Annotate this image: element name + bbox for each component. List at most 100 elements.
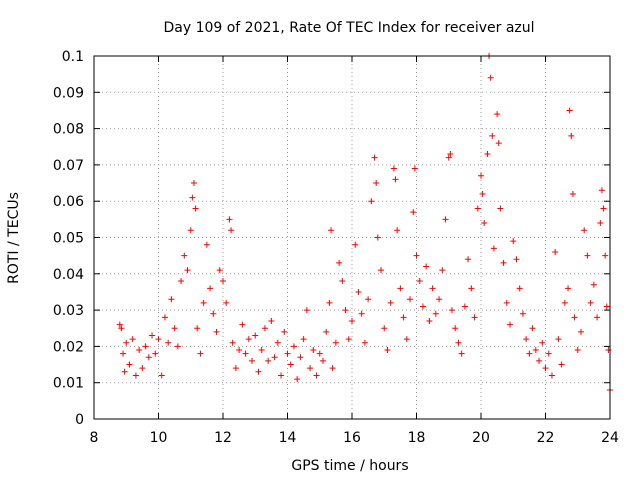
data-point	[232, 365, 239, 372]
data-point	[529, 325, 536, 332]
chart-title: Day 109 of 2021, Rate Of TEC Index for r…	[163, 20, 534, 36]
data-point	[239, 321, 246, 328]
data-point	[255, 368, 262, 375]
data-point	[271, 354, 278, 361]
y-tick-label: 0	[75, 412, 84, 428]
data-point	[571, 314, 578, 321]
data-point	[236, 347, 243, 354]
data-point	[361, 339, 368, 346]
data-point	[355, 288, 362, 295]
data-point	[203, 241, 210, 248]
data-point	[413, 252, 420, 259]
data-point	[307, 365, 314, 372]
x-tick-label: 12	[214, 430, 232, 446]
data-point	[503, 299, 510, 306]
data-point	[297, 354, 304, 361]
x-tick-label: 18	[408, 430, 426, 446]
x-tick-label: 14	[279, 430, 297, 446]
data-point	[287, 361, 294, 368]
data-point	[326, 299, 333, 306]
data-point	[416, 278, 423, 285]
data-point	[268, 317, 275, 324]
data-point	[328, 227, 335, 234]
data-point	[210, 310, 217, 317]
data-point	[500, 259, 507, 266]
data-point	[278, 372, 285, 379]
x-tick-labels: 8 10 12 14 16 18 20 22 24	[90, 430, 619, 446]
data-point	[365, 296, 372, 303]
data-point	[410, 209, 417, 216]
data-point	[319, 357, 326, 364]
data-point	[523, 336, 530, 343]
data-point	[336, 259, 343, 266]
data-point	[548, 372, 555, 379]
data-point	[429, 285, 436, 292]
data-point	[603, 303, 610, 310]
data-point	[558, 361, 565, 368]
data-point	[552, 249, 559, 256]
data-point	[539, 339, 546, 346]
data-point	[442, 216, 449, 223]
data-point	[120, 350, 127, 357]
y-tick-label: 0.01	[53, 376, 84, 392]
data-point	[220, 278, 226, 285]
data-point	[426, 317, 433, 324]
data-point	[577, 328, 584, 335]
data-point	[597, 219, 604, 226]
y-tick-label: 0.02	[53, 339, 84, 355]
data-point	[373, 180, 380, 187]
data-point	[392, 176, 399, 183]
data-point	[536, 357, 543, 364]
data-point	[349, 317, 355, 324]
data-point	[313, 372, 320, 379]
y-tick-label: 0.07	[53, 158, 84, 174]
data-point	[358, 310, 365, 317]
data-point	[281, 328, 288, 335]
data-point	[229, 339, 236, 346]
data-point	[465, 256, 472, 263]
data-point	[187, 227, 194, 234]
data-point	[242, 350, 249, 357]
data-point	[384, 347, 391, 354]
data-point	[249, 357, 256, 364]
data-point	[132, 372, 139, 379]
data-point	[569, 190, 576, 197]
data-point	[129, 336, 136, 343]
data-point	[455, 339, 462, 346]
data-point	[507, 321, 514, 328]
data-point	[581, 227, 588, 234]
x-tick-label: 22	[537, 430, 555, 446]
data-point	[207, 285, 214, 292]
data-point	[158, 372, 165, 379]
x-tick-label: 16	[343, 430, 361, 446]
data-point	[228, 227, 235, 234]
data-point	[142, 343, 149, 350]
data-point	[136, 347, 143, 354]
data-point	[489, 132, 496, 139]
data-point	[458, 350, 465, 357]
data-point	[121, 368, 128, 375]
data-point	[303, 307, 310, 314]
data-point	[481, 219, 488, 226]
data-point	[461, 303, 468, 310]
data-point	[116, 321, 123, 328]
data-point	[545, 350, 552, 357]
data-point	[479, 190, 486, 197]
data-point	[448, 307, 455, 314]
data-point	[600, 205, 607, 212]
data-point	[598, 187, 605, 194]
data-point	[161, 314, 168, 321]
data-point	[468, 285, 475, 292]
y-tick-label: 0.05	[53, 231, 84, 247]
data-point	[310, 347, 317, 354]
data-point	[332, 339, 339, 346]
data-point	[381, 325, 388, 332]
data-point	[494, 111, 501, 118]
data-point	[532, 347, 539, 354]
data-point	[487, 74, 494, 81]
data-point	[590, 281, 597, 288]
data-point	[155, 336, 162, 343]
data-point	[265, 357, 272, 364]
data-points	[116, 53, 613, 393]
data-point	[139, 365, 146, 372]
